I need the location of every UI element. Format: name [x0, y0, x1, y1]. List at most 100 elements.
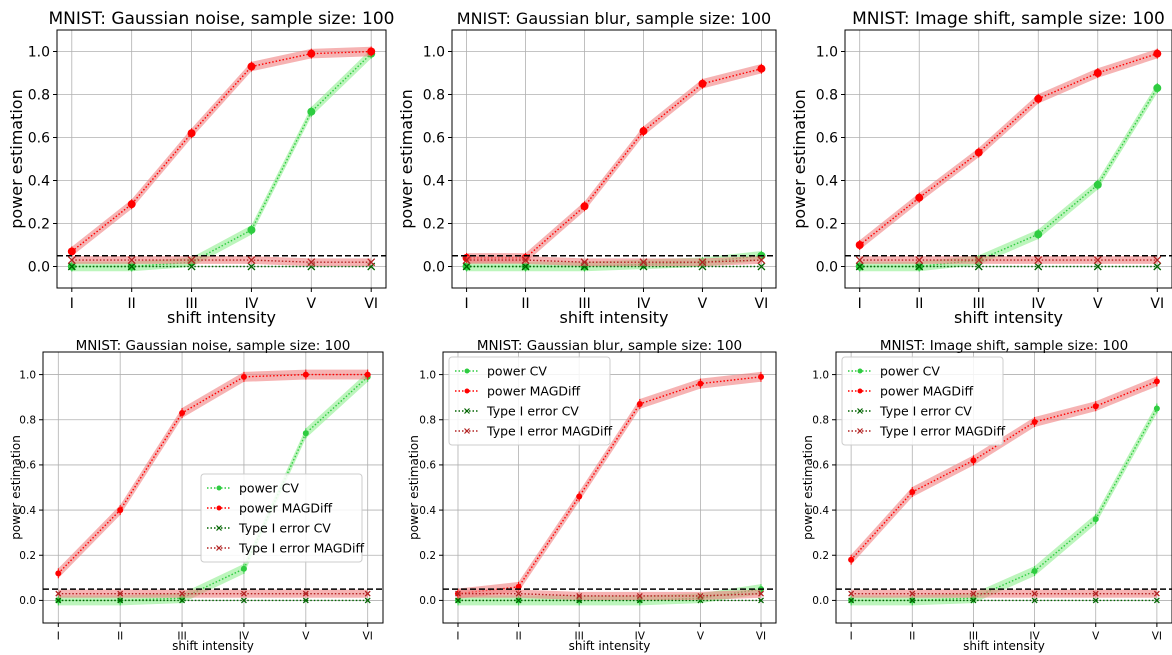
series-power-magdiff [67, 46, 376, 257]
data-point [367, 47, 376, 56]
x-tick-label: VI [755, 296, 769, 312]
legend-marker [464, 408, 470, 414]
data-point [240, 373, 247, 380]
series-power-magdiff [855, 48, 1162, 250]
data-point [915, 262, 924, 271]
data-point [515, 590, 522, 597]
legend-label: Type I error MAGDiff [879, 423, 1005, 438]
y-tick-label: 0.2 [816, 216, 838, 232]
legend-marker [216, 485, 222, 491]
data-point [848, 590, 855, 597]
y-tick-label: 0.6 [28, 130, 50, 146]
y-tick-label: 0.2 [28, 216, 50, 232]
x-tick-label: III [177, 631, 186, 643]
series-type1-magdiff [462, 256, 766, 267]
data-point [55, 597, 62, 604]
legend-label: Type I error CV [238, 520, 331, 535]
y-tick-label: 0.2 [419, 550, 436, 562]
data-point [639, 127, 648, 136]
data-point [1034, 256, 1043, 265]
y-tick-label: 0.6 [816, 130, 838, 146]
confidence-band [71, 256, 372, 267]
x-axis-label: shift intensity [954, 308, 1063, 327]
data-point [127, 262, 136, 271]
x-tick-label: I [465, 296, 469, 312]
legend: power CV power MAGDiff Type I error CV Type… [841, 356, 1005, 446]
x-tick-label: II [915, 296, 923, 312]
data-point [848, 597, 855, 604]
data-point [307, 107, 316, 116]
legend-label: power MAGDiff [239, 500, 333, 515]
data-point [970, 597, 977, 604]
x-tick-label: I [70, 296, 74, 312]
y-tick-label: 0.8 [19, 414, 36, 426]
data-point [1092, 590, 1099, 597]
data-point [974, 262, 983, 271]
data-point [697, 592, 704, 599]
data-point [302, 430, 309, 437]
data-point [55, 570, 62, 577]
grid [845, 30, 1172, 288]
data-point [698, 79, 707, 88]
legend-marker [857, 428, 863, 434]
x-tick-label: VI [756, 631, 766, 643]
legend-marker [464, 368, 470, 374]
legend-marker [464, 428, 470, 434]
data-point [1093, 69, 1102, 77]
y-tick-label: 0.4 [419, 505, 436, 517]
data-point [364, 590, 371, 597]
data-point [462, 256, 471, 265]
confidence-band [457, 589, 762, 600]
x-tick-label: IV [1031, 296, 1045, 312]
data-point [179, 590, 186, 597]
data-point [127, 256, 136, 265]
data-point [515, 583, 522, 590]
series-line [851, 408, 1158, 602]
series-type1-magdiff [55, 589, 371, 598]
legend-label: Type I error MAGDiff [486, 423, 612, 438]
data-point [909, 597, 916, 604]
series-line [466, 68, 762, 259]
data-point [240, 590, 247, 597]
data-point [855, 241, 864, 249]
y-tick-label: 0.2 [423, 216, 445, 232]
x-tick-label: I [57, 631, 60, 643]
confidence-band [71, 48, 372, 272]
confidence-band [851, 376, 1157, 565]
x-tick-label: III [185, 296, 197, 312]
y-tick-label: 0.2 [812, 550, 829, 562]
data-point [1031, 419, 1038, 426]
chart-title: MNIST: Gaussian noise, sample size: 100 [76, 338, 351, 354]
data-point [855, 256, 864, 265]
x-tick-label: V [302, 631, 310, 643]
chart-title: MNIST: Gaussian blur, sample size: 100 [457, 9, 771, 28]
data-point [187, 262, 196, 271]
x-tick-label: VI [1150, 296, 1164, 312]
x-tick-label: II [117, 631, 123, 643]
data-point [758, 597, 764, 604]
x-tick-label: II [521, 296, 529, 312]
y-tick-label: 0.0 [812, 595, 829, 607]
series-type1-cv [855, 262, 1162, 271]
data-point [1092, 597, 1099, 604]
legend-marker [216, 505, 222, 511]
x-tick-label: V [1092, 631, 1100, 643]
data-point [179, 409, 186, 416]
series-line [466, 259, 762, 263]
legend-label: power CV [880, 363, 940, 378]
data-point [1153, 378, 1160, 385]
y-tick-label: 0.8 [419, 414, 436, 426]
legend-box [448, 356, 611, 446]
y-tick-label: 0.4 [423, 173, 445, 189]
x-tick-label: V [307, 296, 317, 312]
series-power-cv [855, 83, 1162, 272]
data-point [247, 62, 256, 71]
y-tick-label: 0.4 [812, 505, 829, 517]
data-point [974, 256, 983, 265]
data-point [247, 225, 256, 234]
